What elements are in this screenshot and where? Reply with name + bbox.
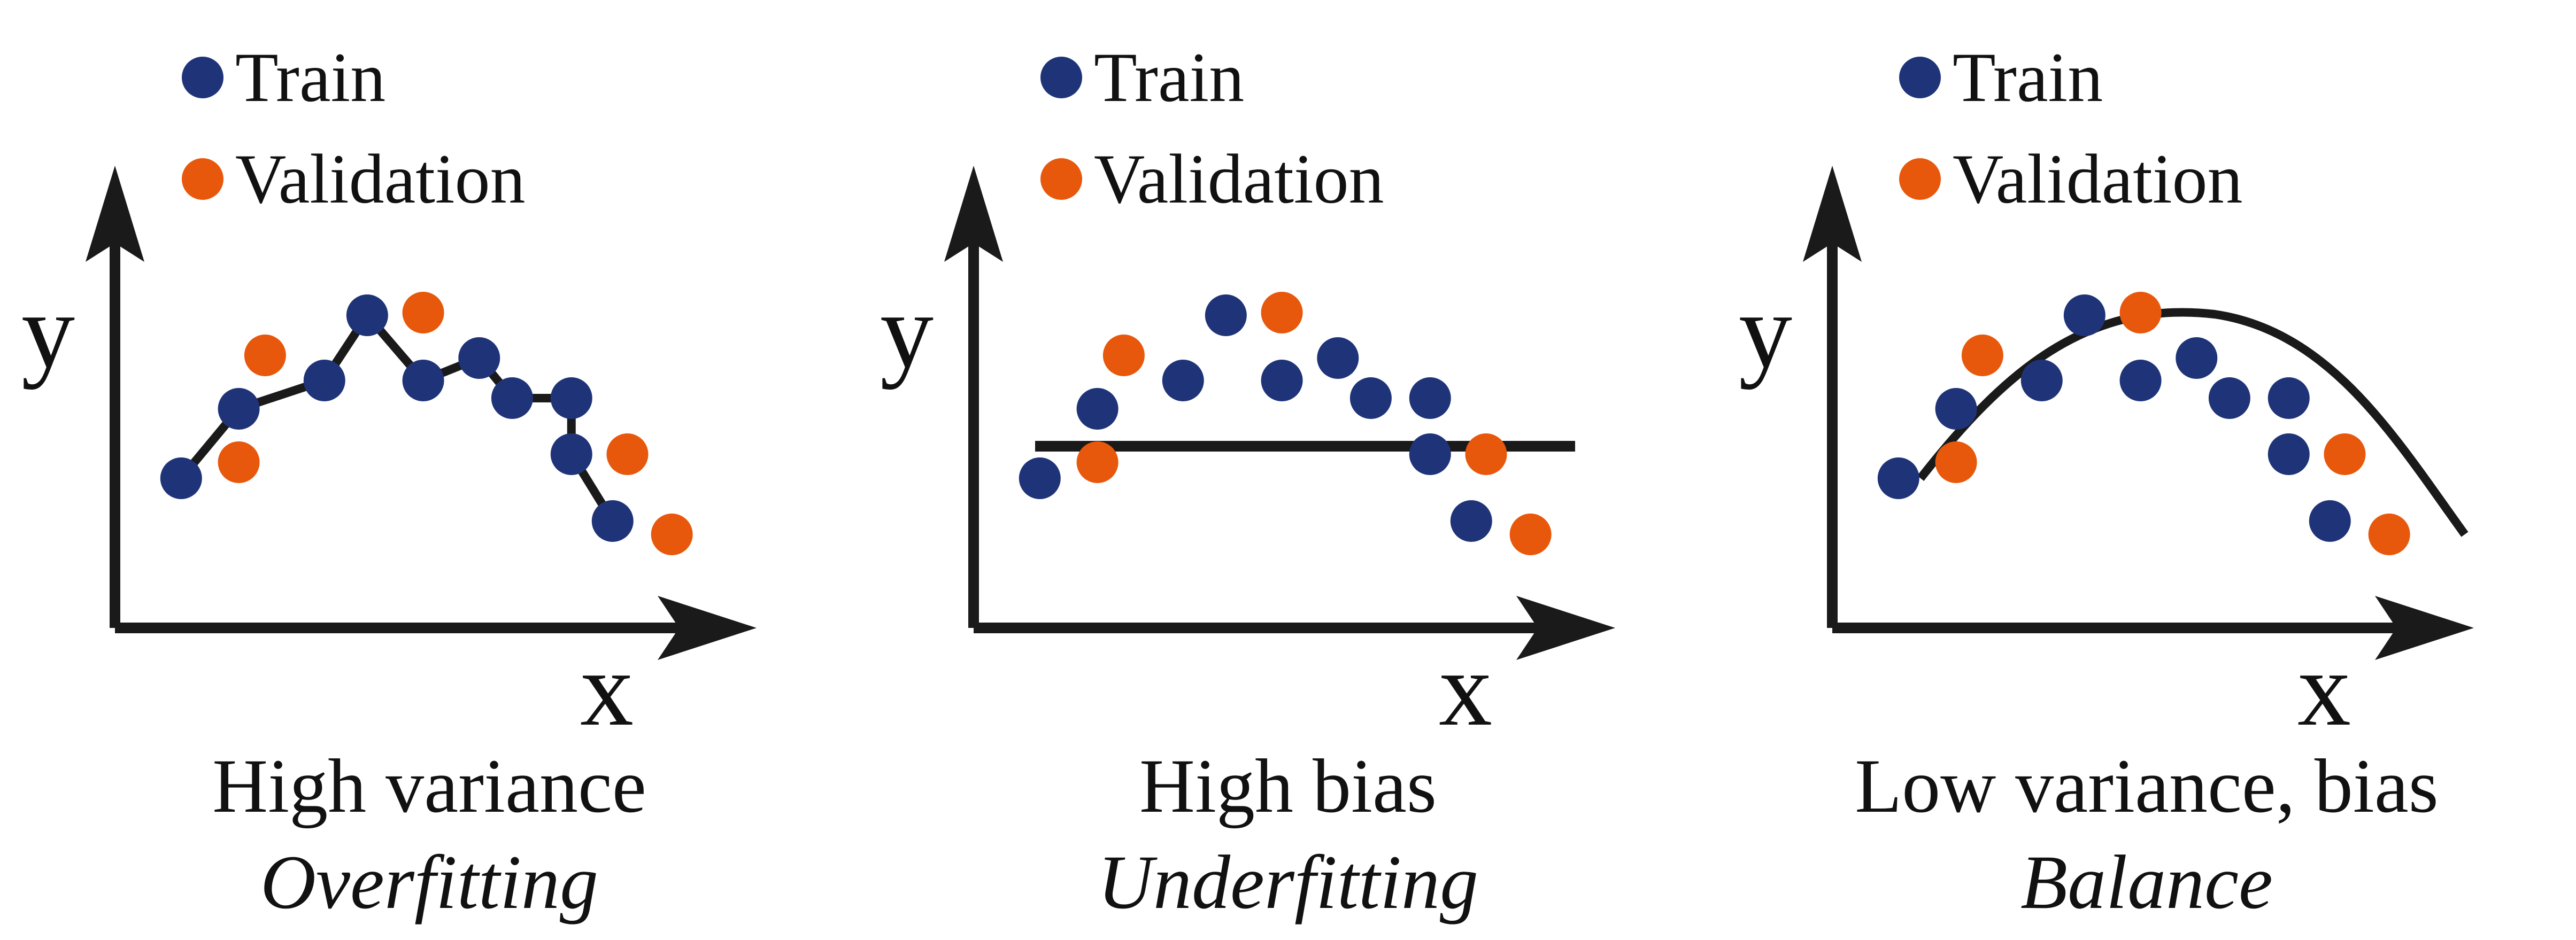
legend-train: Train bbox=[1040, 37, 1244, 118]
train-point bbox=[2268, 433, 2310, 475]
validation-point bbox=[1261, 292, 1303, 333]
legend-train-label: Train bbox=[1094, 38, 1245, 116]
train-point bbox=[402, 360, 444, 401]
panel-caption: High bias bbox=[1139, 744, 1437, 829]
validation-point bbox=[1935, 441, 1977, 483]
fit-line-zigzag bbox=[178, 311, 616, 524]
train-point bbox=[303, 360, 345, 401]
legend-train-label: Train bbox=[235, 38, 386, 116]
x-axis-arrow-icon bbox=[1516, 596, 1615, 660]
validation-marker-icon bbox=[182, 158, 223, 200]
panel-overfitting: Train Validation y x High variance Overf… bbox=[0, 0, 859, 940]
validation-point bbox=[1509, 514, 1552, 555]
train-point bbox=[1450, 500, 1492, 542]
y-axis-arrow-icon bbox=[86, 166, 144, 262]
validation-point bbox=[244, 335, 286, 376]
legend-validation-label: Validation bbox=[235, 139, 526, 218]
y-axis-label: y bbox=[21, 272, 75, 390]
validation-point bbox=[218, 441, 260, 483]
x-axis-arrow-icon bbox=[2375, 596, 2474, 660]
legend-train-label: Train bbox=[1953, 38, 2103, 116]
train-point bbox=[1076, 388, 1119, 430]
train-point bbox=[1261, 360, 1303, 401]
train-point bbox=[2020, 360, 2063, 401]
train-point bbox=[346, 294, 388, 336]
legend-validation: Validation bbox=[182, 139, 526, 219]
legend-validation-label: Validation bbox=[1953, 139, 2243, 218]
train-point bbox=[458, 337, 500, 379]
train-marker-icon bbox=[182, 57, 223, 98]
validation-marker-icon bbox=[1040, 158, 1082, 200]
train-point bbox=[1205, 294, 1247, 336]
validation-point bbox=[651, 514, 693, 555]
train-point bbox=[1317, 337, 1359, 379]
validation-point bbox=[1102, 335, 1145, 376]
train-point bbox=[1162, 360, 1204, 401]
x-axis-label: x bbox=[1439, 630, 1492, 748]
y-axis-arrow-icon bbox=[944, 166, 1003, 262]
x-axis-arrow-icon bbox=[658, 596, 757, 660]
y-axis-label: y bbox=[1739, 272, 1792, 390]
train-point bbox=[160, 457, 202, 499]
train-point bbox=[1409, 433, 1451, 475]
validation-point bbox=[2119, 292, 2162, 333]
panel-balance: Train Validation y x Low variance, bias … bbox=[1717, 0, 2576, 940]
train-point bbox=[1935, 388, 1977, 430]
validation-point bbox=[2368, 514, 2410, 555]
validation-point bbox=[2324, 433, 2366, 475]
legend-train: Train bbox=[1899, 37, 2103, 118]
train-point bbox=[491, 377, 533, 419]
train-point bbox=[1409, 377, 1451, 419]
fit-line-curve bbox=[1917, 308, 2469, 537]
train-point bbox=[2119, 360, 2162, 401]
panel-caption: High variance bbox=[212, 744, 646, 829]
panel-underfitting: Train Validation y x High bias Underfitt… bbox=[859, 0, 1717, 940]
train-point bbox=[1019, 457, 1061, 499]
legend-train: Train bbox=[182, 37, 385, 118]
train-point bbox=[2309, 500, 2351, 542]
train-point bbox=[218, 388, 260, 430]
validation-point bbox=[1465, 433, 1507, 475]
y-axis-label: y bbox=[880, 272, 934, 390]
panel-subcaption: Overfitting bbox=[260, 840, 598, 925]
legend-validation: Validation bbox=[1899, 139, 2243, 219]
train-point bbox=[2176, 337, 2218, 379]
overfitting-plot bbox=[86, 166, 757, 660]
train-point bbox=[1349, 377, 1392, 419]
train-point bbox=[1877, 457, 1919, 499]
panel-subcaption: Balance bbox=[2020, 840, 2273, 925]
train-point bbox=[591, 500, 634, 542]
underfitting-plot bbox=[944, 166, 1615, 660]
legend-validation-label: Validation bbox=[1094, 139, 1384, 218]
validation-point bbox=[1961, 335, 2003, 376]
train-point bbox=[550, 433, 592, 475]
train-marker-icon bbox=[1899, 57, 1941, 98]
x-axis-label: x bbox=[580, 630, 634, 748]
legend-validation: Validation bbox=[1040, 139, 1384, 219]
panel-caption: Low variance, bias bbox=[1855, 744, 2439, 829]
x-axis-label: x bbox=[2297, 630, 2351, 748]
train-marker-icon bbox=[1040, 57, 1082, 98]
validation-point bbox=[402, 292, 444, 333]
train-point bbox=[2268, 377, 2310, 419]
train-point bbox=[2208, 377, 2250, 419]
balance-plot bbox=[1803, 166, 2474, 660]
panel-subcaption: Underfitting bbox=[1098, 840, 1478, 925]
train-point bbox=[2063, 294, 2105, 336]
validation-point bbox=[1076, 441, 1119, 483]
train-point bbox=[550, 377, 592, 419]
validation-point bbox=[606, 433, 649, 475]
y-axis-arrow-icon bbox=[1803, 166, 1862, 262]
validation-marker-icon bbox=[1899, 158, 1941, 200]
